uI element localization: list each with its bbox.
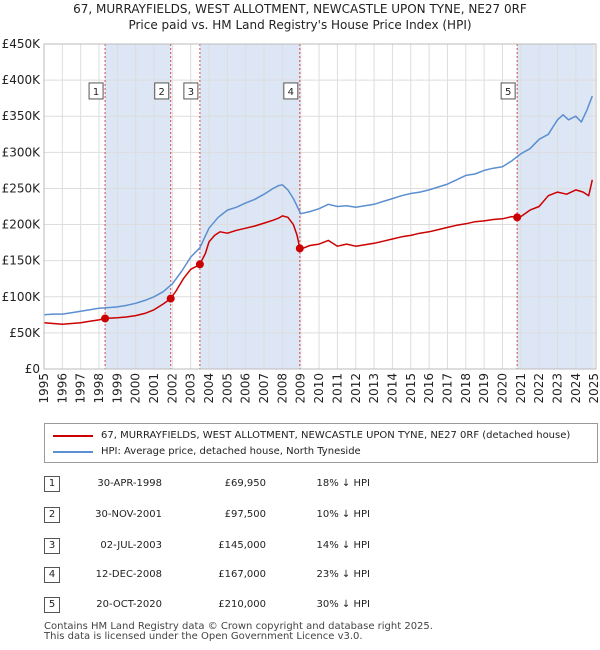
x-tick-label: 2008 [275, 373, 289, 404]
sale-date: 02-JUL-2003 [100, 540, 162, 551]
shaded-span [199, 44, 300, 369]
sale-number-badge: 4 [44, 567, 60, 583]
x-tick-label: 2006 [239, 373, 253, 404]
sale-date: 30-APR-1998 [97, 478, 162, 489]
x-tick-label: 2009 [294, 373, 308, 404]
shaded-span [517, 44, 594, 369]
sale-price: £145,000 [218, 540, 266, 551]
sale-price: £167,000 [218, 569, 266, 580]
sale-price: £69,950 [224, 478, 266, 489]
table-row: 4 12-DEC-2008 £167,000 23% ↓ HPI [0, 567, 600, 587]
y-tick-label: £150K [2, 254, 42, 268]
table-row: 2 30-NOV-2001 £97,500 10% ↓ HPI [0, 507, 600, 527]
x-tick-label: 2000 [129, 373, 143, 404]
sale-price: £210,000 [218, 599, 266, 610]
x-tick-label: 2015 [404, 373, 418, 404]
x-tick-label: 1998 [92, 373, 106, 404]
legend-item-hpi: HPI: Average price, detached house, Nort… [53, 445, 361, 459]
x-tick-label: 2024 [569, 373, 583, 404]
sale-hpi-diff: 30% ↓ HPI [316, 599, 370, 610]
footer-licence: This data is licensed under the Open Gov… [44, 631, 363, 642]
y-tick-label: £250K [2, 181, 42, 195]
sale-label-number: 2 [159, 87, 165, 98]
x-tick-label: 2016 [422, 373, 436, 404]
x-tick-label: 2019 [477, 373, 491, 404]
sale-label-number: 1 [93, 87, 99, 98]
x-tick-label: 2003 [184, 373, 198, 404]
sale-hpi-diff: 14% ↓ HPI [316, 540, 370, 551]
sale-label-box [183, 82, 199, 100]
sale-label-box [88, 82, 104, 100]
y-tick-label: £0 [25, 362, 40, 376]
x-tick-label: 1999 [110, 373, 124, 404]
legend-label-property: 67, MURRAYFIELDS, WEST ALLOTMENT, NEWCAS… [101, 430, 571, 441]
sale-label-number: 5 [505, 87, 511, 98]
x-tick-label: 2010 [312, 373, 326, 404]
x-tick-label: 2013 [367, 373, 381, 404]
y-tick-label: £300K [2, 145, 42, 159]
sale-hpi-diff: 10% ↓ HPI [316, 509, 370, 520]
x-tick-label: 2017 [440, 373, 454, 404]
y-tick-label: £200K [2, 218, 42, 232]
y-tick-label: £100K [2, 290, 42, 304]
sale-date: 12-DEC-2008 [95, 569, 162, 580]
sale-hpi-diff: 18% ↓ HPI [316, 478, 370, 489]
sale-point [166, 294, 175, 303]
legend-swatch-hpi [53, 451, 93, 453]
sale-point [101, 314, 110, 323]
x-tick-label: 2023 [550, 373, 564, 404]
price-chart: £0 £50K £100K £150K £200K £250K £300K £350K £400… [2, 37, 600, 404]
sale-number-badge: 3 [44, 538, 60, 554]
sale-price: £97,500 [224, 509, 266, 520]
property-price-line [43, 179, 594, 325]
table-row: 3 02-JUL-2003 £145,000 14% ↓ HPI [0, 538, 600, 558]
y-tick-label: £50K [9, 326, 41, 340]
sale-label-box [283, 82, 299, 100]
chart-legend: 67, MURRAYFIELDS, WEST ALLOTMENT, NEWCAS… [44, 423, 598, 463]
sale-label-number: 3 [188, 87, 194, 98]
sale-date: 20-OCT-2020 [96, 599, 162, 610]
x-tick-label: 2014 [385, 373, 399, 404]
x-tick-label: 1997 [74, 373, 88, 404]
sale-point [195, 260, 204, 269]
sale-number-badge: 2 [44, 507, 60, 523]
sale-label-box [154, 82, 170, 100]
x-tick-label: 2001 [147, 373, 161, 404]
sale-number-badge: 5 [44, 597, 60, 613]
x-tick-label: 2002 [165, 373, 179, 404]
sale-hpi-diff: 23% ↓ HPI [316, 569, 370, 580]
legend-item-property: 67, MURRAYFIELDS, WEST ALLOTMENT, NEWCAS… [53, 429, 570, 443]
chart-subtitle: Price paid vs. HM Land Registry's House … [128, 18, 472, 32]
y-tick-label: £400K [2, 73, 42, 87]
x-tick-label: 2005 [220, 373, 234, 404]
x-tick-label: 2012 [349, 373, 363, 404]
sale-label-box [500, 82, 516, 100]
sale-label-number: 4 [288, 87, 294, 98]
x-tick-label: 2011 [330, 373, 344, 404]
x-tick-label: 2021 [514, 373, 528, 404]
x-tick-label: 2022 [532, 373, 546, 404]
chart-title: 67, MURRAYFIELDS, WEST ALLOTMENT, NEWCAS… [73, 2, 527, 16]
table-row: 5 20-OCT-2020 £210,000 30% ↓ HPI [0, 597, 600, 617]
sale-point [513, 213, 522, 222]
table-row: 1 30-APR-1998 £69,950 18% ↓ HPI [0, 476, 600, 496]
x-tick-label: 2025 [587, 373, 600, 404]
footer-copyright: Contains HM Land Registry data © Crown c… [44, 621, 433, 632]
y-tick-label: £450K [2, 37, 42, 51]
x-tick-label: 2018 [459, 373, 473, 404]
x-tick-label: 1996 [55, 373, 69, 404]
hpi-line [43, 95, 594, 316]
sale-date: 30-NOV-2001 [95, 509, 162, 520]
sale-number-badge: 1 [44, 476, 60, 492]
x-tick-label: 2004 [202, 373, 216, 404]
y-tick-label: £350K [2, 109, 42, 123]
x-tick-label: 2020 [495, 373, 509, 404]
x-tick-label: 2007 [257, 373, 271, 404]
sale-point [295, 244, 304, 253]
legend-swatch-property [53, 435, 93, 437]
legend-label-hpi: HPI: Average price, detached house, Nort… [101, 446, 361, 457]
plot-border [43, 43, 597, 370]
x-tick-label: 1995 [37, 373, 51, 404]
